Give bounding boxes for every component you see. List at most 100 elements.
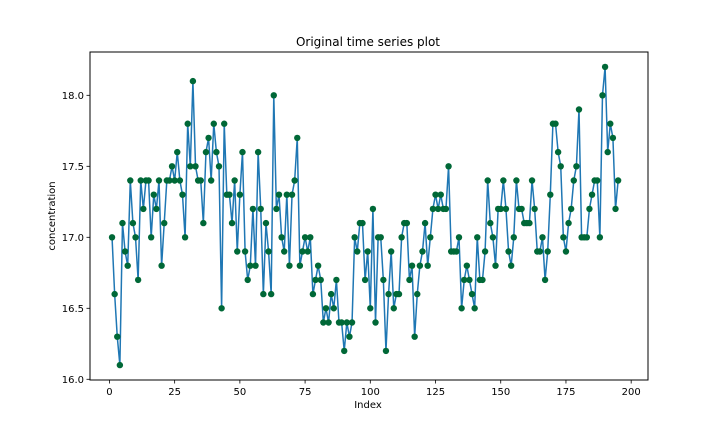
axes-frame: [89, 51, 649, 381]
data-point: [554, 148, 562, 156]
data-point: [275, 191, 283, 198]
data-point: [481, 248, 489, 255]
data-point: [254, 148, 262, 156]
data-point: [518, 205, 525, 213]
data-point: [197, 177, 204, 184]
data-point: [458, 305, 465, 312]
data-point: [398, 234, 405, 241]
y-tick-label: 18.0: [62, 91, 84, 102]
data-point: [367, 305, 374, 312]
data-point: [343, 319, 351, 326]
data-point: [445, 163, 452, 170]
data-point: [531, 205, 538, 213]
plot-area: [108, 63, 622, 369]
data-point: [479, 276, 486, 284]
data-point: [309, 290, 317, 298]
data-point: [424, 262, 431, 269]
data-point: [596, 234, 604, 241]
data-point: [570, 177, 577, 184]
data-point: [414, 290, 421, 298]
x-tick-label: 150: [491, 387, 510, 398]
data-point: [338, 319, 345, 326]
data-point: [341, 347, 348, 355]
data-point: [234, 248, 241, 255]
data-point: [560, 234, 567, 241]
data-point: [510, 234, 517, 241]
data-point: [181, 234, 189, 241]
data-point: [364, 248, 371, 255]
data-point: [207, 177, 215, 184]
data-point: [434, 205, 442, 213]
data-point: [507, 262, 515, 269]
data-point: [168, 163, 176, 170]
y-axis-label: concentration: [47, 181, 58, 250]
data-point: [299, 248, 306, 255]
data-point: [265, 248, 272, 255]
data-point: [236, 191, 244, 198]
data-point: [601, 63, 609, 71]
data-point: [354, 248, 361, 255]
data-point: [406, 276, 413, 284]
data-point: [145, 177, 152, 184]
data-point: [586, 205, 593, 213]
data-point: [599, 92, 606, 99]
data-point: [437, 191, 444, 198]
data-point: [565, 219, 572, 227]
data-point: [382, 347, 390, 355]
data-point: [317, 276, 324, 284]
data-point: [330, 305, 337, 312]
y-axis-ticks: 16.0 16.5 17.0 17.5 18.0: [62, 91, 90, 386]
data-point: [231, 177, 238, 184]
y-tick-label: 16.5: [62, 304, 84, 315]
data-point: [291, 177, 298, 184]
x-tick-label: 0: [106, 387, 112, 398]
data-point: [432, 191, 439, 198]
data-point: [346, 333, 353, 340]
data-point: [161, 219, 168, 227]
data-point: [609, 134, 617, 142]
data-point: [270, 92, 277, 99]
x-tick-label: 75: [299, 387, 312, 398]
data-point: [124, 262, 131, 269]
data-point: [132, 234, 139, 241]
data-point: [281, 248, 288, 255]
data-point: [304, 248, 311, 255]
data-point: [390, 305, 397, 312]
data-point: [487, 219, 494, 227]
data-point: [547, 191, 554, 198]
data-point: [369, 205, 377, 213]
data-point: [333, 276, 340, 284]
data-point: [614, 177, 622, 184]
data-point: [361, 276, 369, 284]
y-tick-label: 16.0: [62, 375, 84, 386]
series-line: [111, 66, 619, 366]
x-tick-label: 100: [361, 387, 380, 398]
data-point: [119, 219, 126, 227]
data-point: [213, 148, 220, 156]
data-point: [288, 191, 296, 198]
data-point: [192, 163, 199, 170]
data-point: [147, 234, 155, 241]
data-point: [526, 219, 533, 227]
data-point: [129, 219, 137, 227]
data-point: [278, 234, 285, 241]
data-point: [348, 319, 356, 326]
data-point: [359, 219, 366, 227]
data-point: [283, 191, 291, 198]
data-point: [286, 262, 293, 269]
x-axis-label: Index: [354, 400, 382, 411]
data-point: [267, 290, 275, 298]
data-point: [471, 305, 478, 312]
data-point: [155, 177, 163, 184]
data-point: [200, 219, 207, 227]
data-point: [249, 205, 257, 213]
data-point: [294, 134, 301, 142]
data-point: [419, 248, 426, 255]
data-point: [134, 276, 142, 284]
data-point: [171, 177, 178, 184]
data-point: [153, 205, 160, 213]
data-point: [588, 191, 596, 198]
data-point: [607, 120, 614, 127]
data-point: [372, 319, 379, 326]
data-point: [421, 219, 429, 227]
